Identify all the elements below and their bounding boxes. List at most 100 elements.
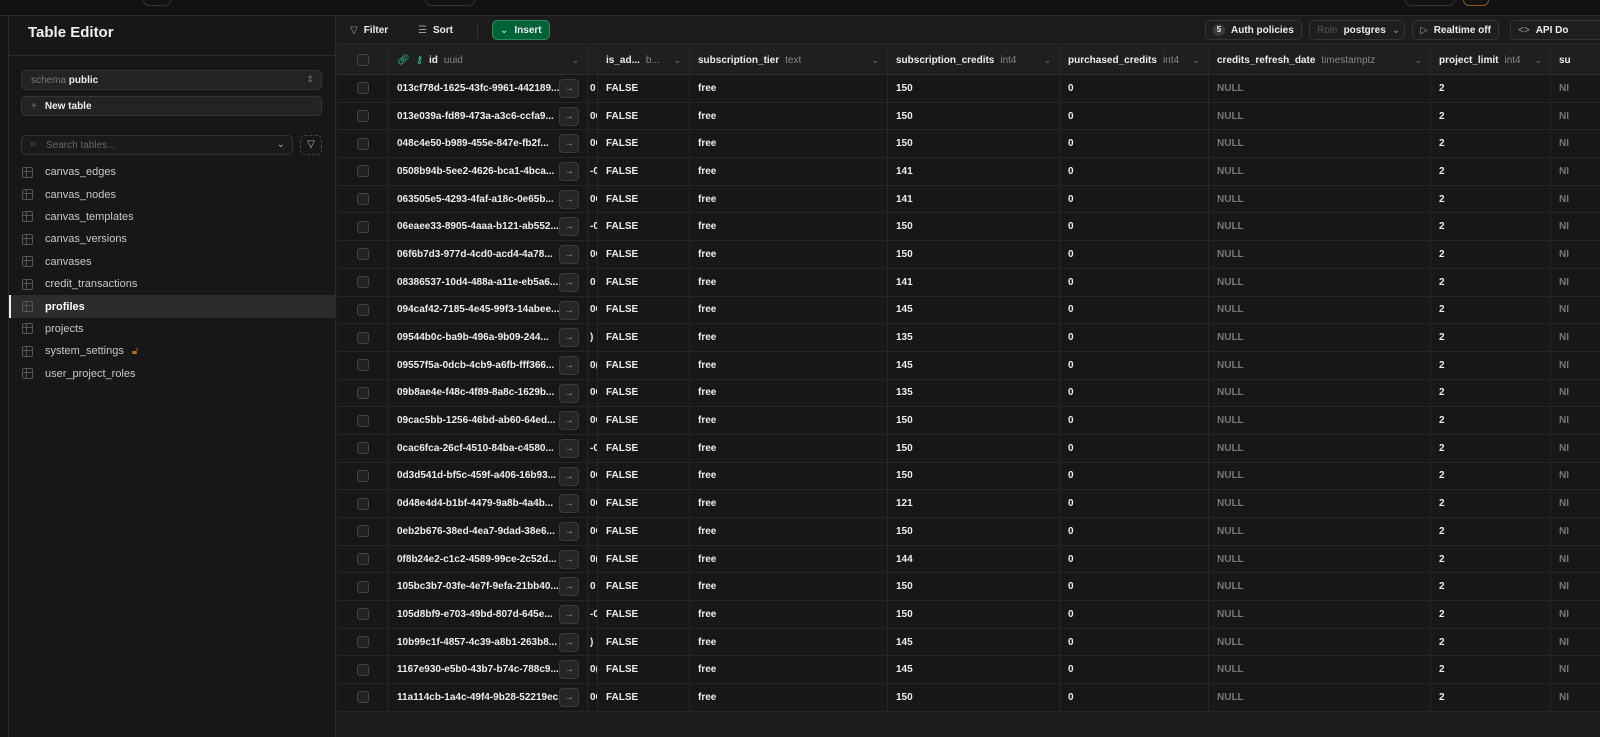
project-limit-cell[interactable]: 2 <box>1431 213 1551 241</box>
realtime-button[interactable]: ▷ Realtime off <box>1412 20 1499 40</box>
sidebar-item-canvas-versions[interactable]: canvas_versions <box>9 228 336 250</box>
subscription-credits-cell[interactable]: 150 <box>888 213 1060 241</box>
insert-button[interactable]: ⌄ Insert <box>492 20 550 40</box>
subscription-credits-cell[interactable]: 150 <box>888 434 1060 462</box>
row-checkbox[interactable] <box>356 193 369 206</box>
api-docs-button[interactable]: <> API Do <box>1510 20 1600 40</box>
purchased-credits-cell[interactable]: 0 <box>1060 351 1209 379</box>
subscription-credits-cell[interactable]: 150 <box>888 684 1060 711</box>
arrow-right-icon[interactable]: → <box>559 438 579 458</box>
row-checkbox[interactable] <box>356 303 369 316</box>
subscription-credits-cell[interactable]: 141 <box>888 158 1060 185</box>
row-checkbox[interactable] <box>356 469 369 482</box>
arrow-right-icon[interactable]: → <box>559 660 579 680</box>
project-limit-cell[interactable]: 2 <box>1431 656 1551 684</box>
top-button[interactable] <box>425 0 475 6</box>
next-column-cell[interactable]: NI <box>1551 380 1600 407</box>
is-admin-cell[interactable]: FALSE <box>598 324 690 351</box>
row-checkbox[interactable] <box>356 608 369 621</box>
project-limit-cell[interactable]: 2 <box>1431 490 1551 517</box>
table-row[interactable]: 013e039a-fd89-473a-a3c6-ccfa9... → 0CFALSE… <box>337 102 1600 131</box>
subscription-tier-cell[interactable]: free <box>690 518 888 545</box>
project-limit-cell[interactable]: 2 <box>1431 573 1551 601</box>
project-limit-cell[interactable]: 2 <box>1431 545 1551 573</box>
row-checkbox[interactable] <box>356 580 369 593</box>
credits-refresh-date-cell[interactable]: NULL <box>1209 462 1431 490</box>
purchased-credits-cell[interactable]: 0 <box>1060 185 1209 213</box>
project-limit-cell[interactable]: 2 <box>1431 130 1551 158</box>
subscription-credits-cell[interactable]: 150 <box>888 518 1060 545</box>
arrow-right-icon[interactable]: → <box>559 466 579 486</box>
id-cell[interactable]: 09557f5a-0dcb-4cb9-a6fb-fff366... → <box>389 351 588 379</box>
purchased-credits-cell[interactable]: 0 <box>1060 490 1209 517</box>
project-limit-cell[interactable]: 2 <box>1431 75 1551 102</box>
arrow-right-icon[interactable]: → <box>559 605 579 625</box>
id-cell[interactable]: 105d8bf9-e703-49bd-807d-645e... → <box>389 601 588 628</box>
next-column-cell[interactable]: NI <box>1551 75 1600 102</box>
arrow-right-icon[interactable]: → <box>559 162 579 182</box>
chevron-down-icon[interactable]: ⌄ <box>571 54 579 65</box>
table-row[interactable]: 048c4e50-b989-455e-847e-fb2f... → 0CFALSEf… <box>337 130 1600 159</box>
subscription-credits-cell[interactable]: 150 <box>888 130 1060 158</box>
project-limit-cell[interactable]: 2 <box>1431 185 1551 213</box>
is-admin-cell[interactable]: FALSE <box>598 490 690 517</box>
role-select[interactable]: Role postgres ⌄ <box>1309 20 1405 40</box>
column-header[interactable]: 🔗︎ ⚷ id uuid ⌄ <box>389 46 588 74</box>
credits-refresh-date-cell[interactable]: NULL <box>1209 213 1431 241</box>
row-checkbox[interactable] <box>356 331 369 344</box>
purchased-credits-cell[interactable]: 0 <box>1060 601 1209 628</box>
row-checkbox[interactable] <box>356 220 369 233</box>
id-cell[interactable]: 094caf42-7185-4e45-99f3-14abee... → <box>389 296 588 324</box>
credits-refresh-date-cell[interactable]: NULL <box>1209 407 1431 434</box>
subscription-tier-cell[interactable]: free <box>690 75 888 102</box>
subscription-tier-cell[interactable]: free <box>690 324 888 351</box>
subscription-credits-cell[interactable]: 150 <box>888 407 1060 434</box>
credits-refresh-date-cell[interactable]: NULL <box>1209 684 1431 711</box>
subscription-credits-cell[interactable]: 135 <box>888 324 1060 351</box>
subscription-credits-cell[interactable]: 150 <box>888 102 1060 130</box>
subscription-credits-cell[interactable]: 145 <box>888 628 1060 656</box>
subscription-tier-cell[interactable]: free <box>690 573 888 601</box>
chevrons-down-icon[interactable]: ⌄ <box>276 139 285 150</box>
arrow-right-icon[interactable]: → <box>559 245 579 265</box>
sidebar-item-canvases[interactable]: canvases <box>9 251 336 273</box>
subscription-tier-cell[interactable]: free <box>690 158 888 185</box>
arrow-right-icon[interactable]: → <box>559 300 579 320</box>
next-column-cell[interactable]: NI <box>1551 490 1600 517</box>
is-admin-cell[interactable]: FALSE <box>598 379 690 407</box>
id-cell[interactable]: 11a114cb-1a4c-49f4-9b28-52219ec... → <box>389 684 588 711</box>
id-cell[interactable]: 09cac5bb-1256-46bd-ab60-64ed... → <box>389 407 588 434</box>
id-cell[interactable]: 048c4e50-b989-455e-847e-fb2f... → <box>389 130 588 158</box>
purchased-credits-cell[interactable]: 0 <box>1060 324 1209 351</box>
project-limit-cell[interactable]: 2 <box>1431 684 1551 711</box>
chevron-down-icon[interactable]: ⌄ <box>871 54 879 65</box>
credits-refresh-date-cell[interactable]: NULL <box>1209 628 1431 656</box>
id-cell[interactable]: 06eaee33-8905-4aaa-b121-ab552... → <box>389 213 588 241</box>
next-column-cell[interactable]: NI <box>1551 269 1600 296</box>
project-limit-cell[interactable]: 2 <box>1431 351 1551 379</box>
subscription-credits-cell[interactable]: 121 <box>888 490 1060 517</box>
id-cell[interactable]: 0d3d541d-bf5c-459f-a406-16b93... → <box>389 462 588 490</box>
table-row[interactable]: 0f8b24e2-c1c2-4589-99ce-2c52d...→0(FALSE… <box>337 545 1600 574</box>
is-admin-cell[interactable]: FALSE <box>598 158 690 185</box>
arrow-right-icon[interactable]: → <box>559 272 579 292</box>
next-column-cell[interactable]: NI <box>1551 158 1600 185</box>
purchased-credits-cell[interactable]: 0 <box>1060 656 1209 684</box>
purchased-credits-cell[interactable]: 0 <box>1060 379 1209 407</box>
table-row[interactable]: 09b8ae4e-f48c-4f89-8a8c-1629b... → 0CFALSE… <box>337 379 1600 408</box>
subscription-credits-cell[interactable]: 135 <box>888 379 1060 407</box>
arrow-right-icon[interactable]: → <box>559 79 579 98</box>
column-header[interactable]: project_limit int4 ⌄ <box>1431 46 1551 74</box>
column-header[interactable]: subscription_tier text ⌄ <box>690 46 888 74</box>
chevron-down-icon[interactable]: ⌄ <box>673 54 681 65</box>
table-row[interactable]: 09557f5a-0dcb-4cb9-a6fb-fff366... → 0(FALS… <box>337 351 1600 380</box>
row-checkbox[interactable] <box>356 414 369 427</box>
id-cell[interactable]: 08386537-10d4-488a-a11e-eb5a6... → <box>389 268 588 296</box>
credits-refresh-date-cell[interactable]: NULL <box>1209 324 1431 351</box>
id-cell[interactable]: 10b99c1f-4857-4c39-a8b1-263b8... → <box>389 628 588 656</box>
credits-refresh-date-cell[interactable]: NULL <box>1209 75 1431 102</box>
credits-refresh-date-cell[interactable]: NULL <box>1209 490 1431 517</box>
project-limit-cell[interactable]: 2 <box>1431 158 1551 185</box>
project-limit-cell[interactable]: 2 <box>1431 518 1551 545</box>
arrow-right-icon[interactable]: → <box>559 134 579 154</box>
